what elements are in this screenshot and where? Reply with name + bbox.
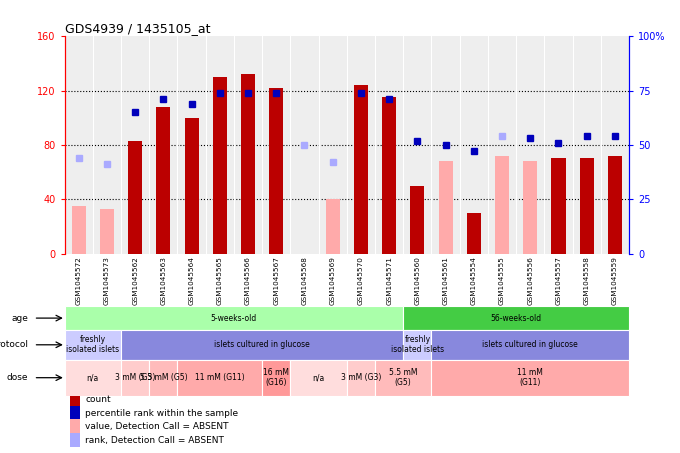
Text: GSM1045559: GSM1045559	[612, 256, 618, 305]
Text: percentile rank within the sample: percentile rank within the sample	[86, 409, 239, 418]
Text: GSM1045565: GSM1045565	[217, 256, 223, 305]
Bar	[65, 330, 121, 360]
Bar	[71, 206, 86, 254]
Bar	[121, 360, 149, 396]
Bar	[431, 360, 629, 396]
Text: GSM1045567: GSM1045567	[273, 256, 279, 305]
Bar	[382, 97, 396, 254]
Bar	[347, 360, 375, 396]
Bar	[70, 419, 80, 434]
Text: 16 mM
(G16): 16 mM (G16)	[263, 368, 289, 387]
Bar	[184, 118, 199, 254]
Text: age: age	[11, 313, 28, 323]
Bar	[128, 141, 142, 254]
Text: GDS4939 / 1435105_at: GDS4939 / 1435105_at	[65, 22, 210, 35]
Text: rank, Detection Call = ABSENT: rank, Detection Call = ABSENT	[86, 435, 224, 444]
Text: n/a: n/a	[86, 373, 99, 382]
Text: 5.5 mM (G5): 5.5 mM (G5)	[139, 373, 187, 382]
Bar	[262, 360, 290, 396]
Text: 11 mM (G11): 11 mM (G11)	[195, 373, 245, 382]
Text: GSM1045555: GSM1045555	[499, 256, 505, 305]
Bar	[523, 161, 537, 254]
Text: GSM1045566: GSM1045566	[245, 256, 251, 305]
Text: GSM1045561: GSM1045561	[443, 256, 449, 305]
Text: GSM1045569: GSM1045569	[330, 256, 336, 305]
Bar	[70, 406, 80, 421]
Bar	[431, 330, 629, 360]
Text: 3 mM (G3): 3 mM (G3)	[115, 373, 155, 382]
Text: 5-weeks-old: 5-weeks-old	[211, 313, 257, 323]
Bar	[100, 209, 114, 254]
Bar	[121, 330, 403, 360]
Text: GSM1045562: GSM1045562	[132, 256, 138, 305]
Text: GSM1045570: GSM1045570	[358, 256, 364, 305]
Bar	[70, 433, 80, 448]
Bar	[241, 74, 255, 254]
Text: dose: dose	[6, 373, 28, 382]
Text: freshly
isolated islets: freshly isolated islets	[66, 335, 120, 355]
Bar	[410, 186, 424, 254]
Bar	[579, 159, 594, 254]
Bar	[495, 156, 509, 254]
Bar	[326, 199, 340, 254]
Text: GSM1045556: GSM1045556	[527, 256, 533, 305]
Bar	[290, 360, 347, 396]
Bar	[403, 330, 431, 360]
Text: GSM1045563: GSM1045563	[160, 256, 167, 305]
Bar	[177, 360, 262, 396]
Bar	[608, 156, 622, 254]
Text: GSM1045571: GSM1045571	[386, 256, 392, 305]
Text: 5.5 mM
(G5): 5.5 mM (G5)	[389, 368, 418, 387]
Text: GSM1045573: GSM1045573	[104, 256, 110, 305]
Text: protocol: protocol	[0, 340, 28, 349]
Text: GSM1045558: GSM1045558	[583, 256, 590, 305]
Text: value, Detection Call = ABSENT: value, Detection Call = ABSENT	[86, 422, 229, 431]
Bar	[354, 85, 368, 254]
Bar	[403, 306, 629, 330]
Bar	[70, 393, 80, 407]
Bar	[466, 213, 481, 254]
Text: 56-weeks-old: 56-weeks-old	[490, 313, 542, 323]
Text: GSM1045564: GSM1045564	[188, 256, 194, 305]
Bar	[375, 360, 431, 396]
Bar	[149, 360, 177, 396]
Text: 3 mM (G3): 3 mM (G3)	[341, 373, 381, 382]
Text: GSM1045568: GSM1045568	[301, 256, 307, 305]
Bar	[439, 161, 453, 254]
Text: GSM1045554: GSM1045554	[471, 256, 477, 305]
Text: islets cultured in glucose: islets cultured in glucose	[214, 340, 310, 349]
Bar	[269, 88, 284, 254]
Bar	[156, 107, 171, 254]
Text: 11 mM
(G11): 11 mM (G11)	[517, 368, 543, 387]
Text: GSM1045560: GSM1045560	[414, 256, 420, 305]
Text: GSM1045572: GSM1045572	[75, 256, 82, 305]
Text: n/a: n/a	[312, 373, 325, 382]
Bar	[213, 77, 227, 254]
Text: freshly
isolated islets: freshly isolated islets	[391, 335, 444, 355]
Bar	[551, 159, 566, 254]
Text: islets cultured in glucose: islets cultured in glucose	[482, 340, 578, 349]
Text: count: count	[86, 395, 111, 405]
Bar	[65, 360, 121, 396]
Text: GSM1045557: GSM1045557	[556, 256, 562, 305]
Bar	[65, 306, 403, 330]
